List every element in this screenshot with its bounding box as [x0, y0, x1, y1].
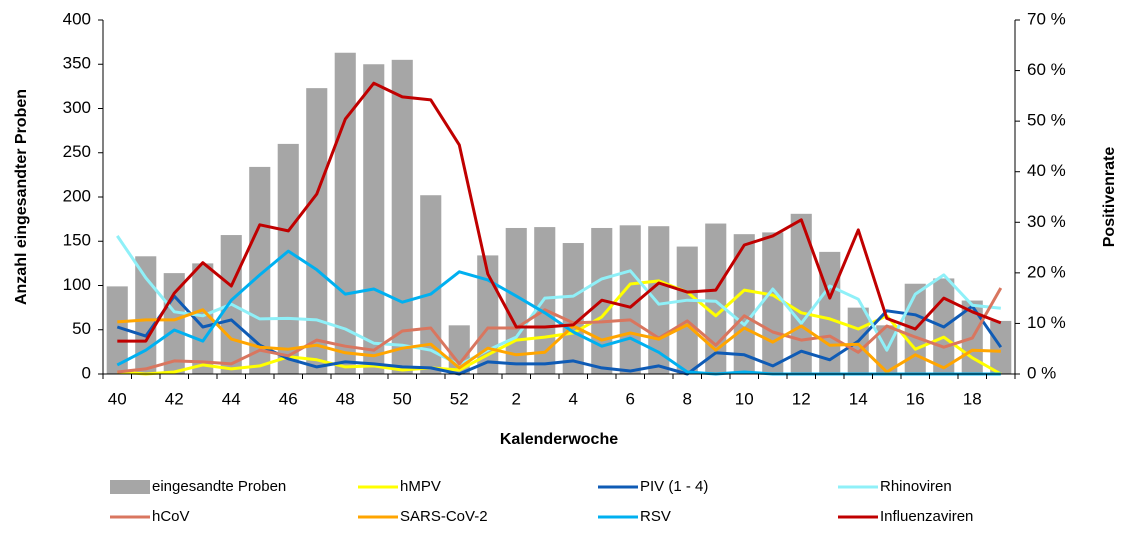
legend-label: eingesandte Proben [152, 478, 286, 495]
legend-label: Influenzaviren [880, 508, 973, 525]
y-tick-label: 200 [63, 186, 91, 205]
bar [306, 88, 328, 375]
series-line [117, 279, 1002, 376]
y-axis-title: Anzahl eingesandter Proben [13, 89, 30, 305]
y2-axis-title: Positivenrate [1101, 147, 1118, 248]
bar [762, 232, 784, 374]
bar [562, 243, 584, 374]
y-tick-label: 400 [63, 9, 91, 28]
bar [733, 234, 755, 374]
bar [790, 213, 812, 374]
x-tick-label: 18 [963, 389, 982, 408]
bar [192, 263, 214, 374]
x-tick-label: 2 [512, 389, 521, 408]
legend-label: RSV [640, 508, 671, 525]
legend-label: PIV (1 - 4) [640, 478, 708, 495]
series-line [117, 81, 1002, 343]
y-tick-label: 350 [63, 54, 91, 73]
y2-tick-label: 10 % [1027, 313, 1066, 332]
bar [420, 195, 442, 374]
x-tick-label: 6 [626, 389, 635, 408]
bar [990, 320, 1012, 374]
series-line [116, 235, 1001, 367]
y-tick-label: 50 [72, 319, 91, 338]
y2-tick-label: 30 % [1027, 212, 1066, 231]
y2-tick-label: 50 % [1027, 111, 1066, 130]
bar [505, 227, 527, 374]
y-tick-label: 250 [63, 142, 91, 161]
y2-tick-label: 60 % [1027, 60, 1066, 79]
y-tick-label: 300 [63, 98, 91, 117]
x-tick-label: 12 [792, 389, 811, 408]
legend-label: Rhinoviren [880, 478, 952, 495]
x-tick-label: 16 [906, 389, 925, 408]
y2-tick-label: 70 % [1027, 9, 1066, 28]
y2-tick-label: 40 % [1027, 161, 1066, 180]
y-tick-label: 150 [63, 231, 91, 250]
series-line [117, 308, 1001, 374]
bar [249, 166, 271, 374]
bar [676, 246, 698, 374]
x-tick-label: 48 [336, 389, 355, 408]
x-tick-label: 42 [165, 389, 184, 408]
bar [705, 223, 727, 374]
x-tick-label: 46 [279, 389, 298, 408]
bar [619, 225, 641, 374]
x-tick-label: 52 [450, 389, 469, 408]
legend-swatch [110, 480, 150, 494]
x-tick-label: 10 [735, 389, 754, 408]
y2-tick-label: 0 % [1027, 363, 1056, 382]
y-tick-label: 100 [63, 275, 91, 294]
bar [135, 256, 157, 374]
x-tick-label: 8 [683, 389, 692, 408]
legend-label: hMPV [400, 478, 441, 495]
bar [363, 64, 385, 374]
legend-label: SARS-CoV-2 [400, 508, 488, 525]
series-line [117, 287, 1003, 374]
x-tick-label: 40 [108, 389, 127, 408]
legend-label: hCoV [152, 508, 190, 525]
bar [391, 59, 413, 374]
x-axis-title: Kalenderwoche [500, 431, 618, 448]
x-tick-label: 4 [569, 389, 578, 408]
bar [163, 273, 185, 374]
bar [106, 286, 128, 374]
x-tick-label: 50 [393, 389, 412, 408]
x-tick-label: 14 [849, 389, 868, 408]
bar [277, 143, 299, 374]
y-tick-label: 0 [82, 363, 91, 382]
x-tick-label: 44 [222, 389, 241, 408]
y2-tick-label: 20 % [1027, 262, 1066, 281]
